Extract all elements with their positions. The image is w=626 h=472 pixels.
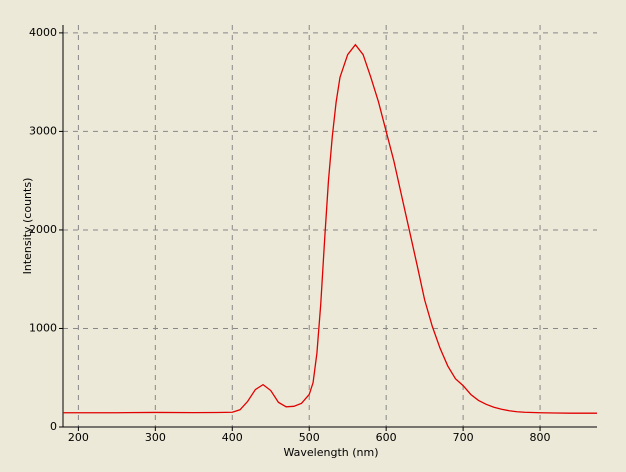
x-tick-label: 200 [68, 431, 89, 444]
y-tick-label: 3000 [29, 124, 57, 137]
y-tick-label: 4000 [29, 26, 57, 39]
x-tick-label: 700 [453, 431, 474, 444]
x-tick-label: 300 [145, 431, 166, 444]
y-tick-label: 0 [50, 420, 57, 433]
x-tick-label: 600 [376, 431, 397, 444]
y-axis-label: Intensity (counts) [21, 178, 34, 275]
x-tick-label: 500 [299, 431, 320, 444]
x-tick-label: 800 [530, 431, 551, 444]
x-axis-label: Wavelength (nm) [283, 446, 378, 459]
y-tick-label: 1000 [29, 321, 57, 334]
y-tick-label: 2000 [29, 223, 57, 236]
x-tick-label: 400 [222, 431, 243, 444]
data-line [63, 43, 597, 414]
